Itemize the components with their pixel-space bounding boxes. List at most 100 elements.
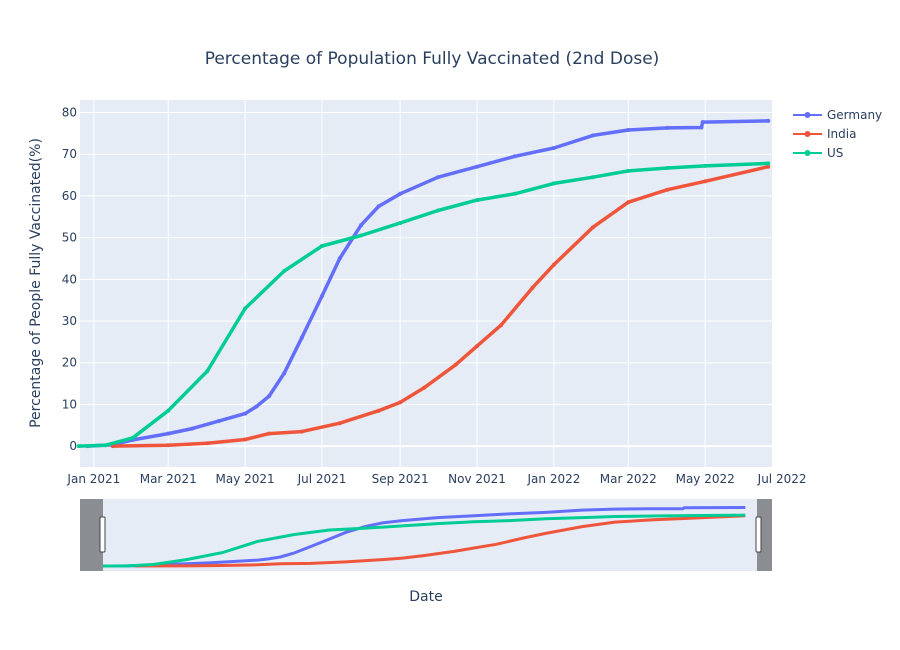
y-tick-label: 30 (62, 314, 77, 328)
plot-area[interactable] (80, 100, 772, 467)
data-point-india[interactable] (205, 441, 210, 446)
data-point-us[interactable] (436, 208, 440, 213)
data-point-us[interactable] (398, 221, 403, 225)
y-tick-label: 0 (69, 439, 77, 453)
range-slider-right-handle[interactable] (755, 516, 762, 553)
legend-label: US (827, 146, 843, 160)
data-point-germany[interactable] (299, 335, 304, 340)
data-point-us[interactable] (130, 435, 135, 440)
data-point-us[interactable] (475, 198, 479, 203)
x-gridlines (93, 100, 706, 467)
x-tick-label: Mar 2022 (600, 472, 657, 486)
y-axis-title: Percentage of People Fully Vaccinated(%) (28, 138, 44, 428)
data-point-us[interactable] (282, 269, 287, 273)
range-slider[interactable] (80, 499, 772, 571)
data-point-india[interactable] (453, 362, 458, 367)
data-point-us[interactable] (166, 408, 171, 413)
data-point-germany[interactable] (436, 175, 440, 180)
slider-line-india (134, 514, 746, 568)
x-tick-label: Mar 2021 (140, 472, 197, 486)
data-point-germany[interactable] (267, 394, 272, 399)
data-point-germany[interactable] (190, 426, 195, 431)
data-point-germany[interactable] (398, 191, 403, 196)
data-point-us[interactable] (320, 244, 324, 248)
data-point-us[interactable] (591, 175, 595, 180)
legend-swatch-marker (804, 150, 811, 156)
range-slider-left-handle[interactable] (99, 516, 106, 553)
series-line-germany[interactable] (85, 119, 770, 448)
data-point-india[interactable] (499, 323, 503, 328)
data-point-us[interactable] (103, 443, 108, 448)
data-point-germany[interactable] (166, 431, 171, 436)
legend-item-india[interactable]: India (793, 127, 856, 141)
data-point-india[interactable] (299, 429, 304, 434)
data-point-india[interactable] (551, 262, 556, 267)
data-point-us[interactable] (665, 166, 670, 170)
data-point-us[interactable] (551, 181, 556, 186)
legend-swatch-marker (804, 131, 811, 137)
x-tick-label: Nov 2021 (448, 472, 506, 486)
series-layer (76, 118, 771, 449)
data-point-germany[interactable] (591, 133, 595, 138)
slider-line-us (102, 513, 746, 568)
data-point-germany[interactable] (337, 256, 342, 261)
x-tick-label: Jan 2022 (527, 472, 581, 486)
data-point-india[interactable] (703, 179, 708, 184)
x-tick-labels: Jan 2021 Mar 2021 May 2021 Jul 2021 Sep 2021… (66, 472, 806, 486)
data-point-us[interactable] (703, 163, 708, 168)
data-point-germany[interactable] (766, 118, 771, 123)
data-point-india[interactable] (243, 437, 248, 442)
data-point-india[interactable] (267, 431, 272, 436)
legend-item-us[interactable]: US (793, 146, 843, 160)
series-line-india[interactable] (111, 164, 770, 448)
data-point-germany[interactable] (376, 204, 381, 209)
range-slider-left-mask (80, 499, 103, 571)
data-point-india[interactable] (530, 285, 535, 290)
y-tick-label: 80 (62, 106, 77, 120)
data-point-india[interactable] (422, 385, 427, 390)
data-point-us[interactable] (243, 306, 248, 311)
legend-item-germany[interactable]: Germany (793, 108, 882, 122)
x-tick-label: Jul 2021 (297, 472, 347, 486)
data-point-germany[interactable] (512, 154, 517, 159)
data-point-germany[interactable] (359, 223, 364, 228)
data-point-germany[interactable] (626, 128, 631, 132)
data-point-germany[interactable] (320, 294, 324, 298)
data-point-us[interactable] (205, 369, 210, 374)
data-point-india[interactable] (665, 187, 670, 192)
x-tick-label: Sep 2021 (372, 472, 429, 486)
legend: Germany India US (793, 108, 882, 160)
data-point-germany[interactable] (243, 411, 248, 416)
data-point-germany[interactable] (700, 120, 705, 125)
x-tick-label: Jan 2021 (66, 472, 120, 486)
data-point-us[interactable] (359, 233, 364, 238)
data-point-us[interactable] (766, 161, 771, 166)
data-point-india[interactable] (591, 225, 595, 230)
data-point-germany[interactable] (699, 125, 704, 130)
data-point-us[interactable] (76, 444, 81, 449)
data-point-germany[interactable] (282, 371, 287, 376)
y-tick-label: 70 (62, 147, 77, 161)
data-point-india[interactable] (337, 421, 342, 426)
data-point-india[interactable] (626, 200, 631, 205)
y-tick-label: 40 (62, 272, 77, 286)
data-point-india[interactable] (475, 344, 479, 349)
data-point-germany[interactable] (475, 164, 479, 169)
chart-title: Percentage of Population Fully Vaccinate… (205, 49, 660, 69)
data-point-germany[interactable] (551, 146, 556, 150)
data-point-india[interactable] (166, 443, 171, 448)
data-point-us[interactable] (512, 191, 517, 196)
data-point-germany[interactable] (665, 125, 670, 130)
data-point-germany[interactable] (216, 419, 221, 424)
y-tick-label: 20 (62, 356, 77, 370)
data-point-india[interactable] (766, 164, 771, 169)
data-point-germany[interactable] (254, 404, 259, 409)
y-tick-label: 60 (62, 189, 77, 203)
data-point-india[interactable] (376, 408, 381, 413)
x-tick-label: May 2021 (216, 472, 275, 486)
data-point-india[interactable] (398, 400, 403, 405)
data-point-us[interactable] (626, 168, 631, 173)
y-tick-labels: 0 10 20 30 40 50 60 70 80 (62, 106, 77, 454)
